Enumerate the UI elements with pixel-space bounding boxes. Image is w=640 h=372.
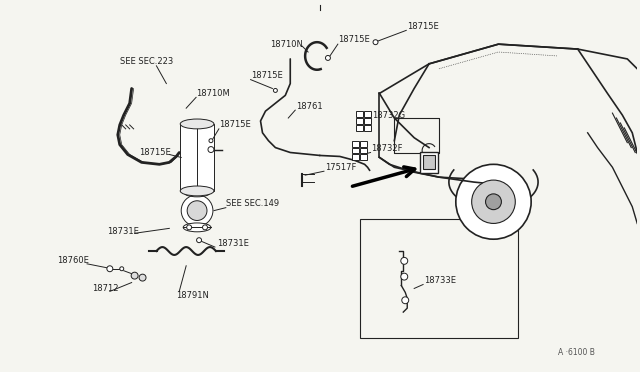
Text: 18760E: 18760E: [58, 256, 89, 265]
Bar: [180, 124, 214, 191]
Text: 18731E: 18731E: [217, 238, 249, 248]
Circle shape: [472, 180, 515, 224]
Bar: [356, 118, 363, 124]
Circle shape: [139, 274, 146, 281]
Circle shape: [196, 238, 202, 243]
Bar: [356, 125, 363, 131]
Text: 18732G: 18732G: [372, 110, 406, 119]
Bar: [360, 219, 518, 338]
Text: 18710N: 18710N: [271, 40, 303, 49]
Ellipse shape: [184, 189, 210, 197]
Text: A ·6100 B: A ·6100 B: [558, 349, 595, 357]
Text: 18715E: 18715E: [219, 121, 251, 129]
Text: 18715E: 18715E: [140, 148, 172, 157]
Circle shape: [401, 257, 408, 264]
Circle shape: [208, 147, 214, 153]
Circle shape: [107, 266, 113, 272]
Text: 18733E: 18733E: [424, 276, 456, 285]
Text: 18712: 18712: [92, 284, 118, 293]
Circle shape: [401, 273, 408, 280]
Text: 18761: 18761: [296, 102, 323, 111]
Circle shape: [326, 55, 330, 60]
Circle shape: [187, 225, 191, 230]
Circle shape: [373, 40, 378, 45]
Bar: [364, 111, 371, 117]
Bar: [352, 141, 358, 147]
Bar: [364, 118, 371, 124]
Circle shape: [456, 164, 531, 239]
Circle shape: [202, 225, 207, 230]
Text: 18791N: 18791N: [176, 291, 209, 300]
Bar: [364, 125, 371, 131]
Text: 18715E: 18715E: [407, 22, 439, 31]
Text: 18710M: 18710M: [196, 89, 230, 98]
Bar: [420, 151, 438, 173]
Bar: [360, 154, 367, 160]
Bar: [352, 154, 358, 160]
Text: SEE SEC.223: SEE SEC.223: [120, 57, 173, 66]
Text: 17517F: 17517F: [325, 163, 356, 172]
Ellipse shape: [180, 119, 214, 129]
Bar: [352, 148, 358, 154]
Text: 18715E: 18715E: [251, 71, 282, 80]
Ellipse shape: [183, 223, 211, 232]
Circle shape: [486, 194, 501, 210]
Text: SEE SEC.149: SEE SEC.149: [226, 199, 279, 208]
Circle shape: [273, 89, 277, 92]
Text: 18715E: 18715E: [338, 35, 369, 44]
Bar: [356, 111, 363, 117]
Text: 18732F: 18732F: [372, 144, 403, 153]
Bar: [360, 141, 367, 147]
Circle shape: [187, 201, 207, 221]
Bar: [423, 155, 435, 169]
Circle shape: [181, 195, 213, 227]
Circle shape: [402, 297, 409, 304]
Bar: [360, 148, 367, 154]
Circle shape: [209, 139, 213, 142]
Circle shape: [120, 267, 124, 271]
Circle shape: [131, 272, 138, 279]
Ellipse shape: [180, 186, 214, 196]
Text: 18731E: 18731E: [107, 227, 139, 236]
